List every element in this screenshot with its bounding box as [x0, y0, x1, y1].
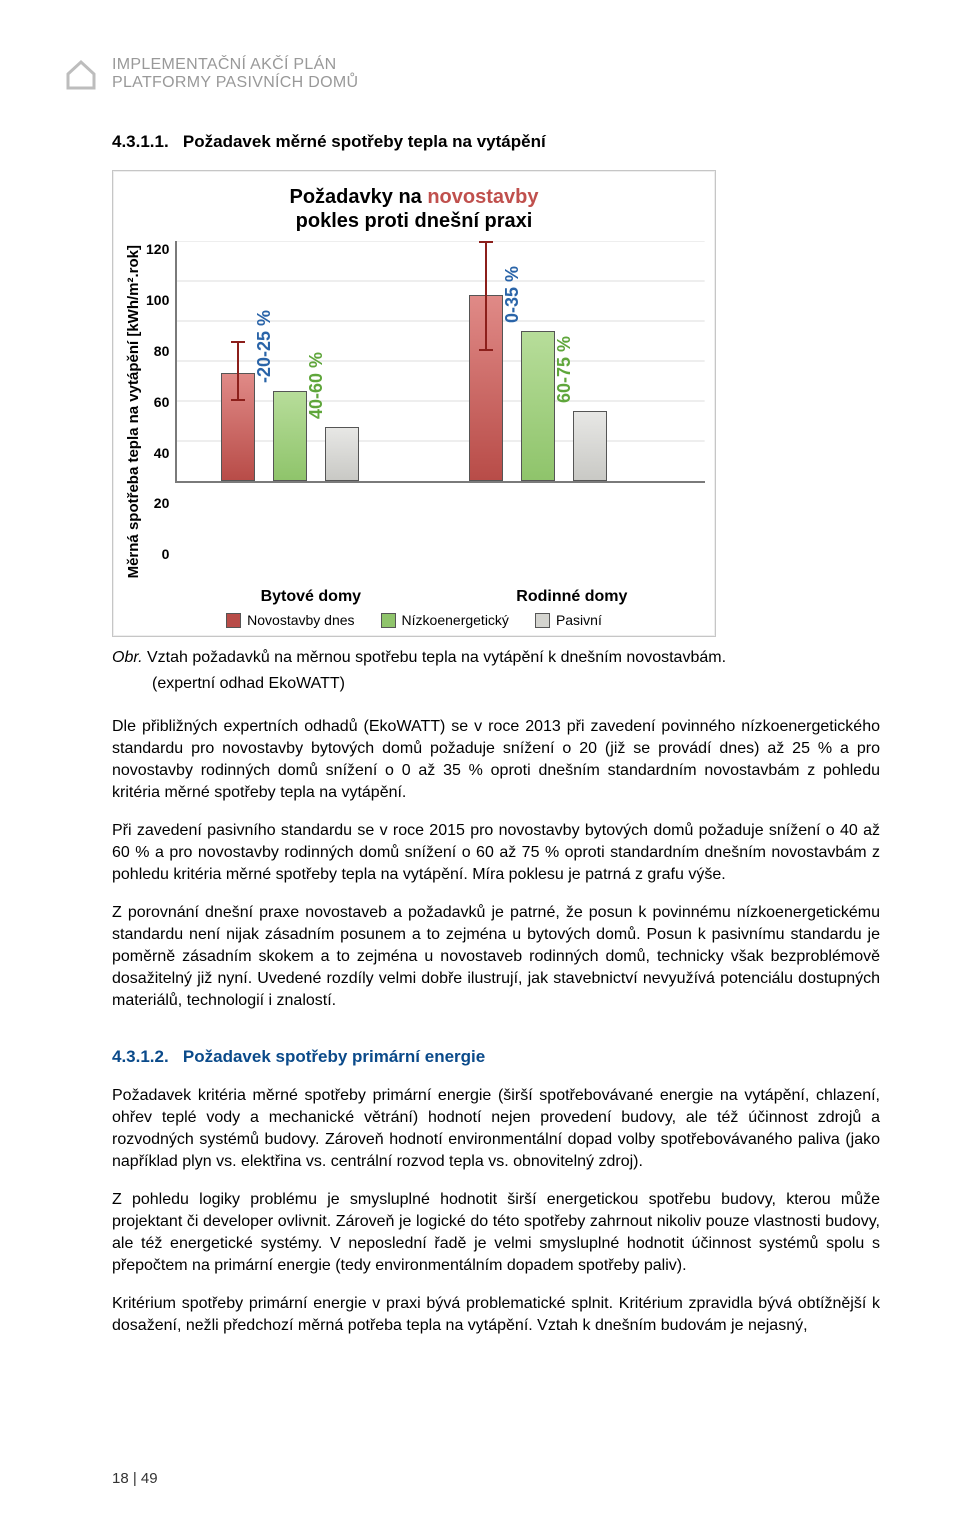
figure-label: Obr.	[112, 649, 143, 666]
y-tick: 80	[154, 343, 170, 359]
chart-bar	[325, 427, 359, 481]
y-tick: 40	[154, 445, 170, 461]
figure-caption-text: Vztah požadavků na měrnou spotřebu tepla…	[147, 649, 726, 666]
header-line-1: IMPLEMENTAČNÍ AKČÍ PLÁN	[112, 56, 880, 74]
house-icon	[64, 58, 98, 97]
chart-plot: Měrná spotřeba tepla na vytápění [kWh/m²…	[123, 241, 705, 582]
page-footer: 18 | 49	[112, 1470, 158, 1487]
legend-swatch	[381, 613, 396, 628]
y-tick: 60	[154, 394, 170, 410]
paragraph: Kritérium spotřeby primární energie v pr…	[112, 1293, 880, 1337]
chart-legend: Novostavby dnes Nízkoenergetický Pasivní	[123, 612, 705, 628]
y-tick: 120	[146, 241, 169, 257]
paragraph: Požadavek kritéria měrné spotřeby primár…	[112, 1085, 880, 1173]
chart-bars: -20-25 % 40-60 % 0-35 % 60-75 %	[177, 241, 705, 481]
paragraph: Z pohledu logiky problému je smysluplné …	[112, 1189, 880, 1277]
legend-item: Nízkoenergetický	[381, 612, 509, 628]
legend-label: Nízkoenergetický	[402, 612, 509, 628]
figure-source: (expertní odhad EkoWATT)	[152, 673, 880, 695]
legend-swatch	[535, 613, 550, 628]
chart-error-bar	[237, 341, 239, 401]
chart-card: Požadavky na novostavby pokles proti dne…	[112, 170, 716, 637]
chart-y-label: Měrná spotřeba tepla na vytápění [kWh/m²…	[123, 241, 144, 582]
section-title-text: Požadavek spotřeby primární energie	[183, 1047, 485, 1066]
page-header: IMPLEMENTAČNÍ AKČÍ PLÁN PLATFORMY PASIVN…	[112, 56, 880, 92]
legend-label: Pasivní	[556, 612, 602, 628]
legend-item: Pasivní	[535, 612, 602, 628]
chart-y-axis: 120 100 80 60 40 20 0	[144, 241, 175, 582]
y-tick: 100	[146, 292, 169, 308]
section-title-text: Požadavek měrné spotřeby tepla na vytápě…	[183, 132, 546, 151]
chart-pct-label: -20-25 %	[254, 310, 275, 383]
chart-bar	[273, 391, 307, 481]
header-line-2: PLATFORMY PASIVNÍCH DOMŮ	[112, 74, 880, 92]
legend-item: Novostavby dnes	[226, 612, 354, 628]
chart-title: Požadavky na novostavby pokles proti dne…	[123, 185, 705, 233]
chart-pct-label: 40-60 %	[306, 352, 327, 419]
section-number: 4.3.1.2.	[112, 1047, 169, 1066]
legend-label: Novostavby dnes	[247, 612, 354, 628]
figure-caption: Obr. Vztah požadavků na měrnou spotřebu …	[112, 647, 880, 669]
chart-error-bar	[485, 241, 487, 351]
y-tick: 0	[162, 546, 170, 562]
paragraph: Dle přibližných expertních odhadů (EkoWA…	[112, 716, 880, 804]
chart-pct-label: 0-35 %	[502, 266, 523, 323]
paragraph: Při zavedení pasivního standardu se v ro…	[112, 820, 880, 886]
chart-x-axis: Bytové domy Rodinné domy	[183, 588, 705, 606]
section-4-3-1-2-title: 4.3.1.2. Požadavek spotřeby primární ene…	[112, 1047, 880, 1067]
chart-bar	[573, 411, 607, 481]
y-tick: 20	[154, 495, 170, 511]
chart-title-c: pokles proti dnešní praxi	[296, 210, 533, 232]
paragraph: Z porovnání dnešní praxe novostaveb a po…	[112, 902, 880, 1012]
chart-plot-area: -20-25 % 40-60 % 0-35 % 60-75 %	[175, 241, 705, 483]
x-tick: Rodinné domy	[516, 588, 627, 606]
x-tick: Bytové domy	[261, 588, 361, 606]
legend-swatch	[226, 613, 241, 628]
chart-pct-label: 60-75 %	[554, 336, 575, 403]
chart-title-a: Požadavky na	[290, 186, 428, 208]
section-4-3-1-1-title: 4.3.1.1. Požadavek měrné spotřeby tepla …	[112, 132, 880, 152]
section-number: 4.3.1.1.	[112, 132, 169, 151]
chart-title-b: novostavby	[427, 186, 538, 208]
chart-bar	[521, 331, 555, 481]
